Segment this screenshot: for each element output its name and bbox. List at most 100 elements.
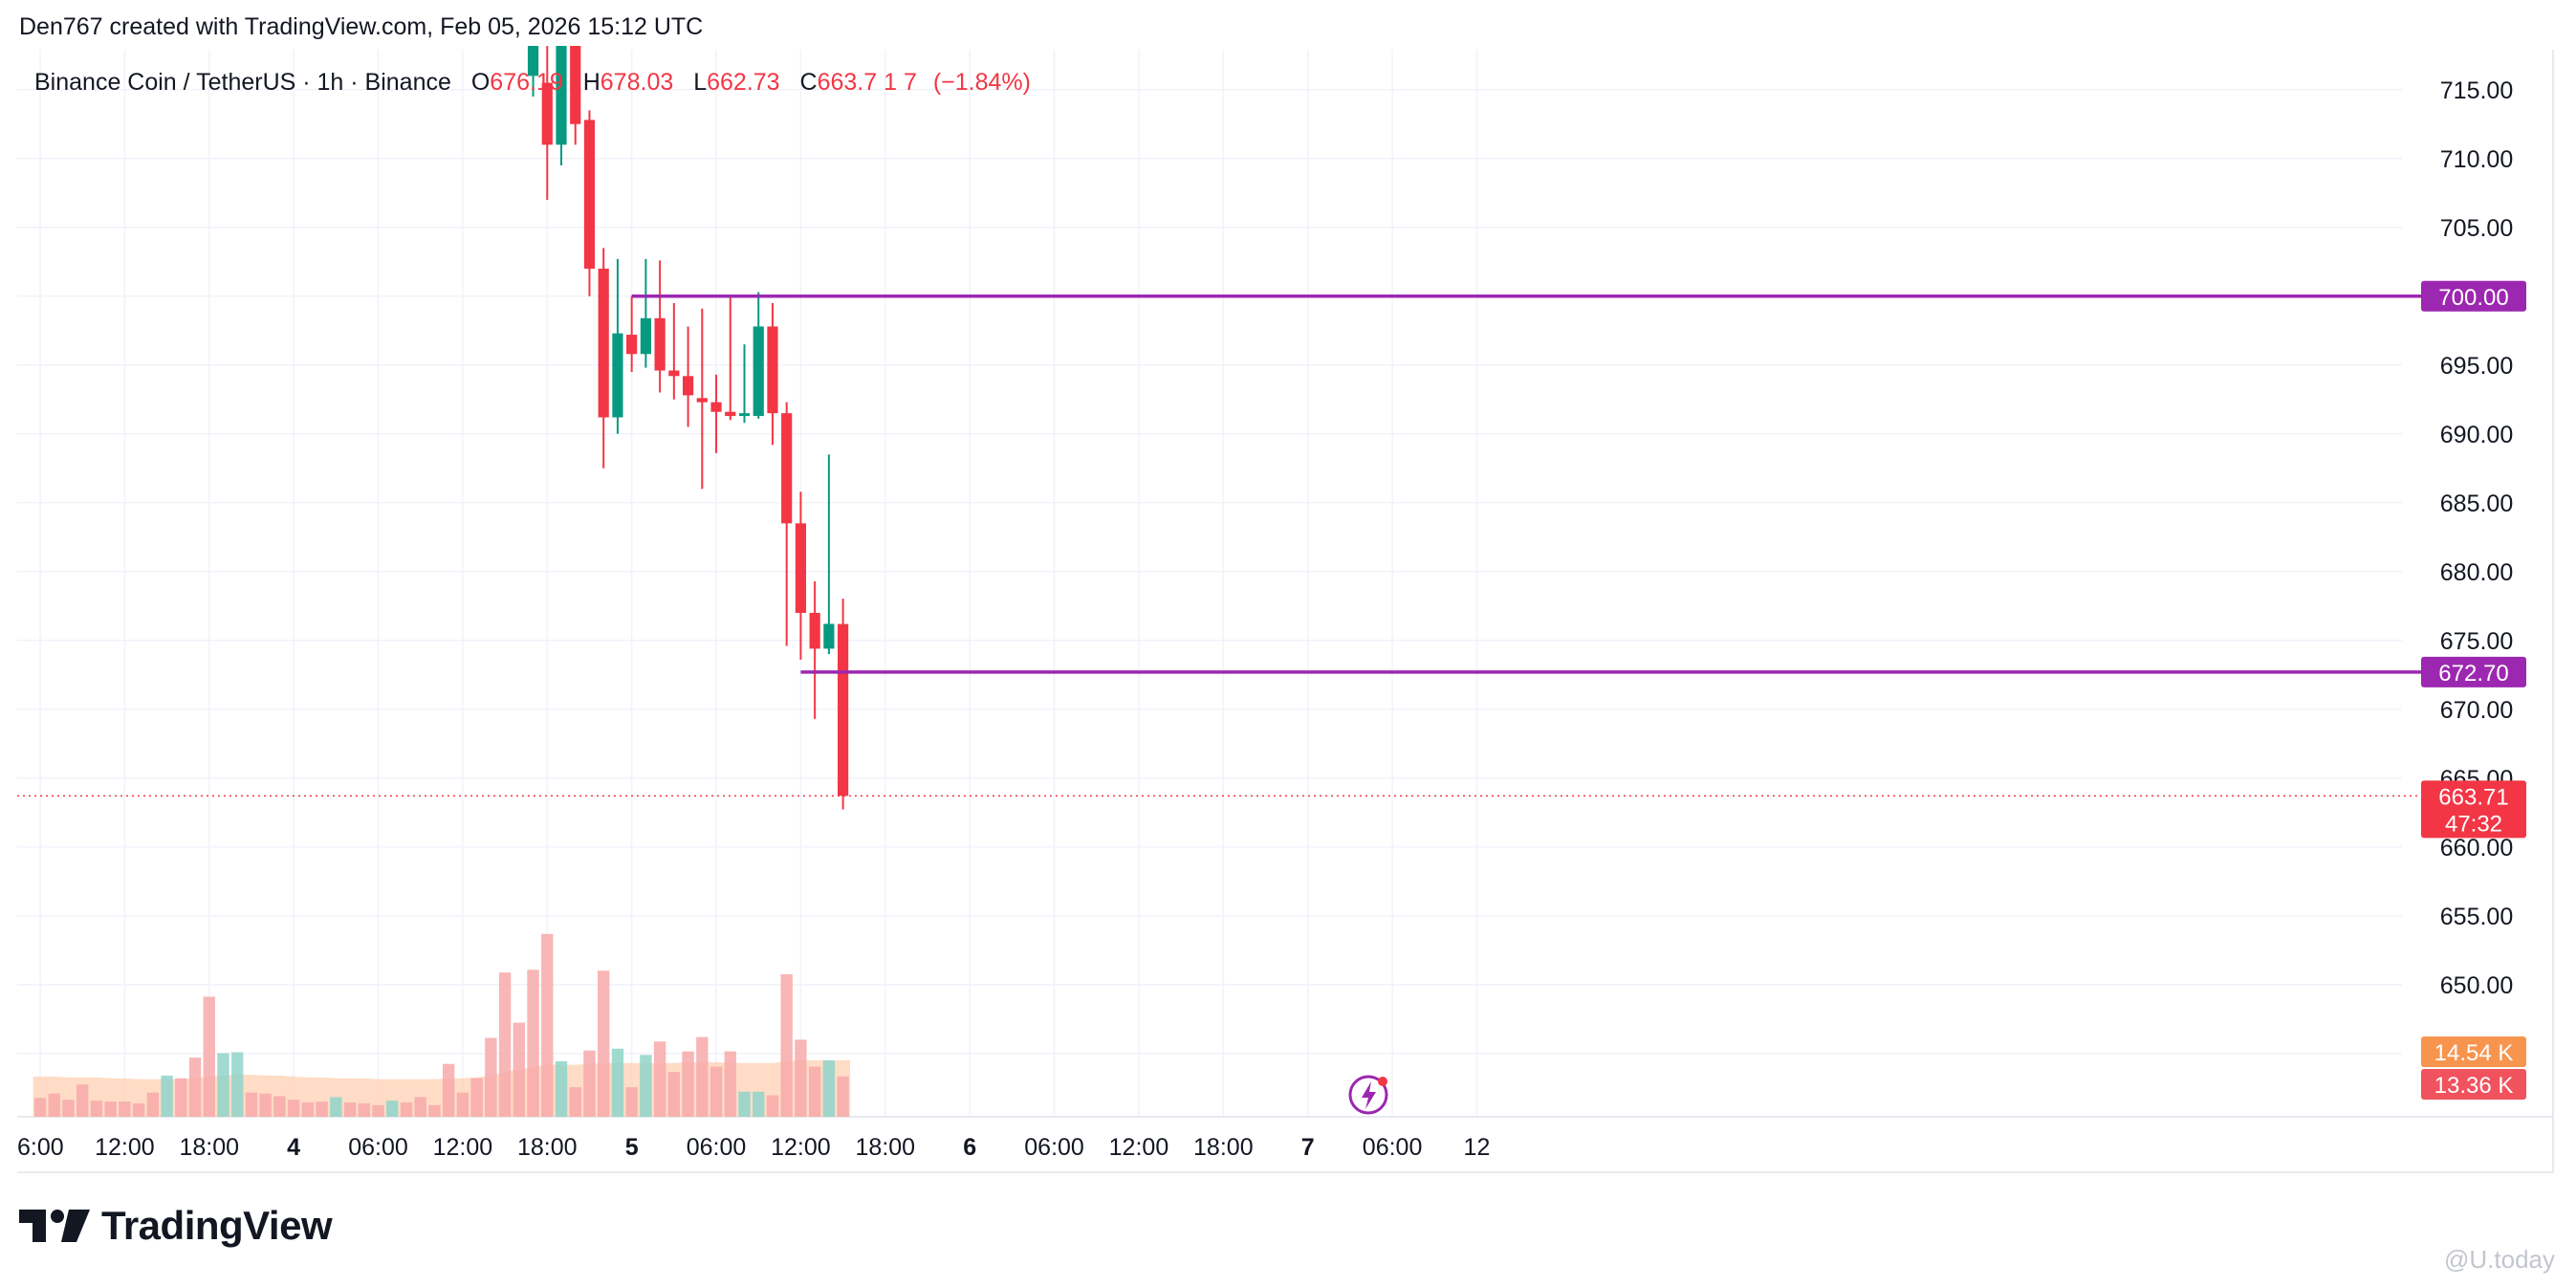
volume-bar	[146, 1092, 160, 1117]
volume-bar	[442, 1063, 455, 1117]
volume-bar	[456, 1092, 469, 1117]
change-percent: (−1.84%)	[933, 69, 1031, 96]
candle-body	[527, 46, 539, 76]
last-price-label-text: 47:32	[2445, 811, 2502, 837]
candle	[626, 295, 638, 372]
tradingview-brand[interactable]: TradingView	[19, 1203, 333, 1249]
volume-bar	[780, 973, 793, 1117]
alert-lightning-icon[interactable]	[1348, 1075, 1388, 1115]
last-price-label-text: 663.71	[2438, 784, 2508, 810]
time-tick-label: 06:00	[1363, 1134, 1423, 1161]
level-price-label-text: 672.70	[2438, 661, 2508, 687]
candle	[640, 258, 651, 368]
volume-bar	[414, 1097, 426, 1117]
candle	[809, 580, 820, 719]
candle-body	[823, 623, 835, 649]
volume-bar	[217, 1053, 229, 1117]
volume-bar	[527, 970, 539, 1117]
candle	[738, 344, 751, 424]
price-tick-label: 650.00	[2440, 972, 2513, 999]
candle-body	[598, 268, 609, 418]
candle	[753, 292, 764, 419]
candle-body	[725, 411, 736, 417]
volume-bar	[795, 1039, 807, 1117]
time-tick-label: 18:00	[517, 1134, 578, 1161]
candle-body	[556, 46, 567, 145]
candle	[838, 599, 849, 810]
price-axis: 715.00 710.00 705.00 700.00 695.00 690.00 685.…	[2440, 77, 2513, 1068]
watermark: @U.today	[2444, 1245, 2555, 1274]
volume-bar	[709, 1066, 723, 1117]
candle-body	[668, 370, 680, 377]
volume-bar	[188, 1058, 202, 1117]
price-tick-label: 680.00	[2440, 559, 2513, 586]
candle-body	[541, 82, 553, 145]
volume-bar	[598, 971, 610, 1117]
price-tick-label: 690.00	[2440, 422, 2513, 448]
volume-bar	[498, 972, 512, 1117]
volume-bar	[766, 1095, 779, 1117]
price-tick-label: 685.00	[2440, 491, 2513, 517]
level-price-label: 700.00	[2421, 280, 2526, 312]
volume-last-label: 13.36 K	[2421, 1069, 2526, 1100]
price-tick-label: 675.00	[2440, 628, 2513, 655]
volume-histogram	[33, 933, 850, 1117]
price-tick-label: 655.00	[2440, 904, 2513, 930]
time-tick-label: 12:00	[95, 1134, 155, 1161]
time-tick-label: 4	[287, 1134, 300, 1161]
price-tick-label: 705.00	[2440, 215, 2513, 242]
brand-name: TradingView	[101, 1203, 333, 1248]
low-key: L	[693, 69, 707, 96]
symbol-title: Binance Coin / TetherUS · 1h · Binance	[34, 69, 451, 96]
candle	[696, 308, 708, 490]
candle-body	[626, 335, 638, 355]
volume-bar	[753, 1091, 765, 1117]
price-tick-label: 715.00	[2440, 77, 2513, 104]
time-tick-label: 06:00	[687, 1134, 747, 1161]
volume-bar	[90, 1101, 103, 1117]
candle-body	[809, 612, 820, 649]
volume-last-label-bg	[2421, 1069, 2526, 1100]
candle-body	[696, 398, 708, 403]
candle	[541, 46, 553, 200]
close-value: 663.7	[818, 69, 878, 96]
horizontal-levels	[17, 294, 2421, 797]
chart-caption: Den767 created with TradingView.com, Feb…	[19, 13, 704, 40]
candle-body	[753, 326, 764, 417]
time-axis: 6:00 12:00 18:00 4 06:00 12:00 18:00 5 06:00 12:0…	[17, 1134, 1490, 1161]
candle	[583, 110, 596, 296]
volume-bar	[541, 933, 554, 1117]
candle-body	[710, 402, 722, 412]
time-tick-label: 06:00	[1024, 1134, 1084, 1161]
candle-body	[612, 333, 623, 418]
low-value: 662.73	[707, 69, 779, 96]
volume-bar	[822, 1059, 836, 1117]
volume-bar	[316, 1102, 328, 1117]
candle	[556, 46, 567, 165]
volume-ma-label-bg	[2421, 1036, 2526, 1067]
volume-bar	[667, 1072, 681, 1117]
candle	[598, 248, 609, 469]
time-tick-label: 12:00	[771, 1134, 831, 1161]
level-price-label-text: 700.00	[2438, 285, 2508, 311]
chart-grid	[17, 50, 2554, 1173]
volume-bar	[301, 1102, 315, 1117]
high-value: 678.03	[600, 69, 673, 96]
volume-ma-label: 14.54 K	[2421, 1036, 2526, 1067]
candle-body	[640, 317, 651, 355]
candle	[710, 374, 722, 453]
candle	[795, 491, 807, 660]
time-tick-label: 12:00	[1109, 1134, 1169, 1161]
volume-bar	[33, 1098, 47, 1117]
volume-ma-label-text: 14.54 K	[2434, 1040, 2514, 1066]
time-tick-label: 06:00	[348, 1134, 408, 1161]
volume-bar	[386, 1101, 399, 1117]
candle	[725, 295, 736, 421]
volume-bar	[400, 1102, 413, 1117]
volume-bar	[470, 1078, 483, 1117]
time-tick-label: 18:00	[856, 1134, 916, 1161]
volume-bar	[555, 1060, 568, 1117]
volume-bar	[653, 1041, 666, 1117]
level-price-label-bg	[2421, 656, 2526, 687]
